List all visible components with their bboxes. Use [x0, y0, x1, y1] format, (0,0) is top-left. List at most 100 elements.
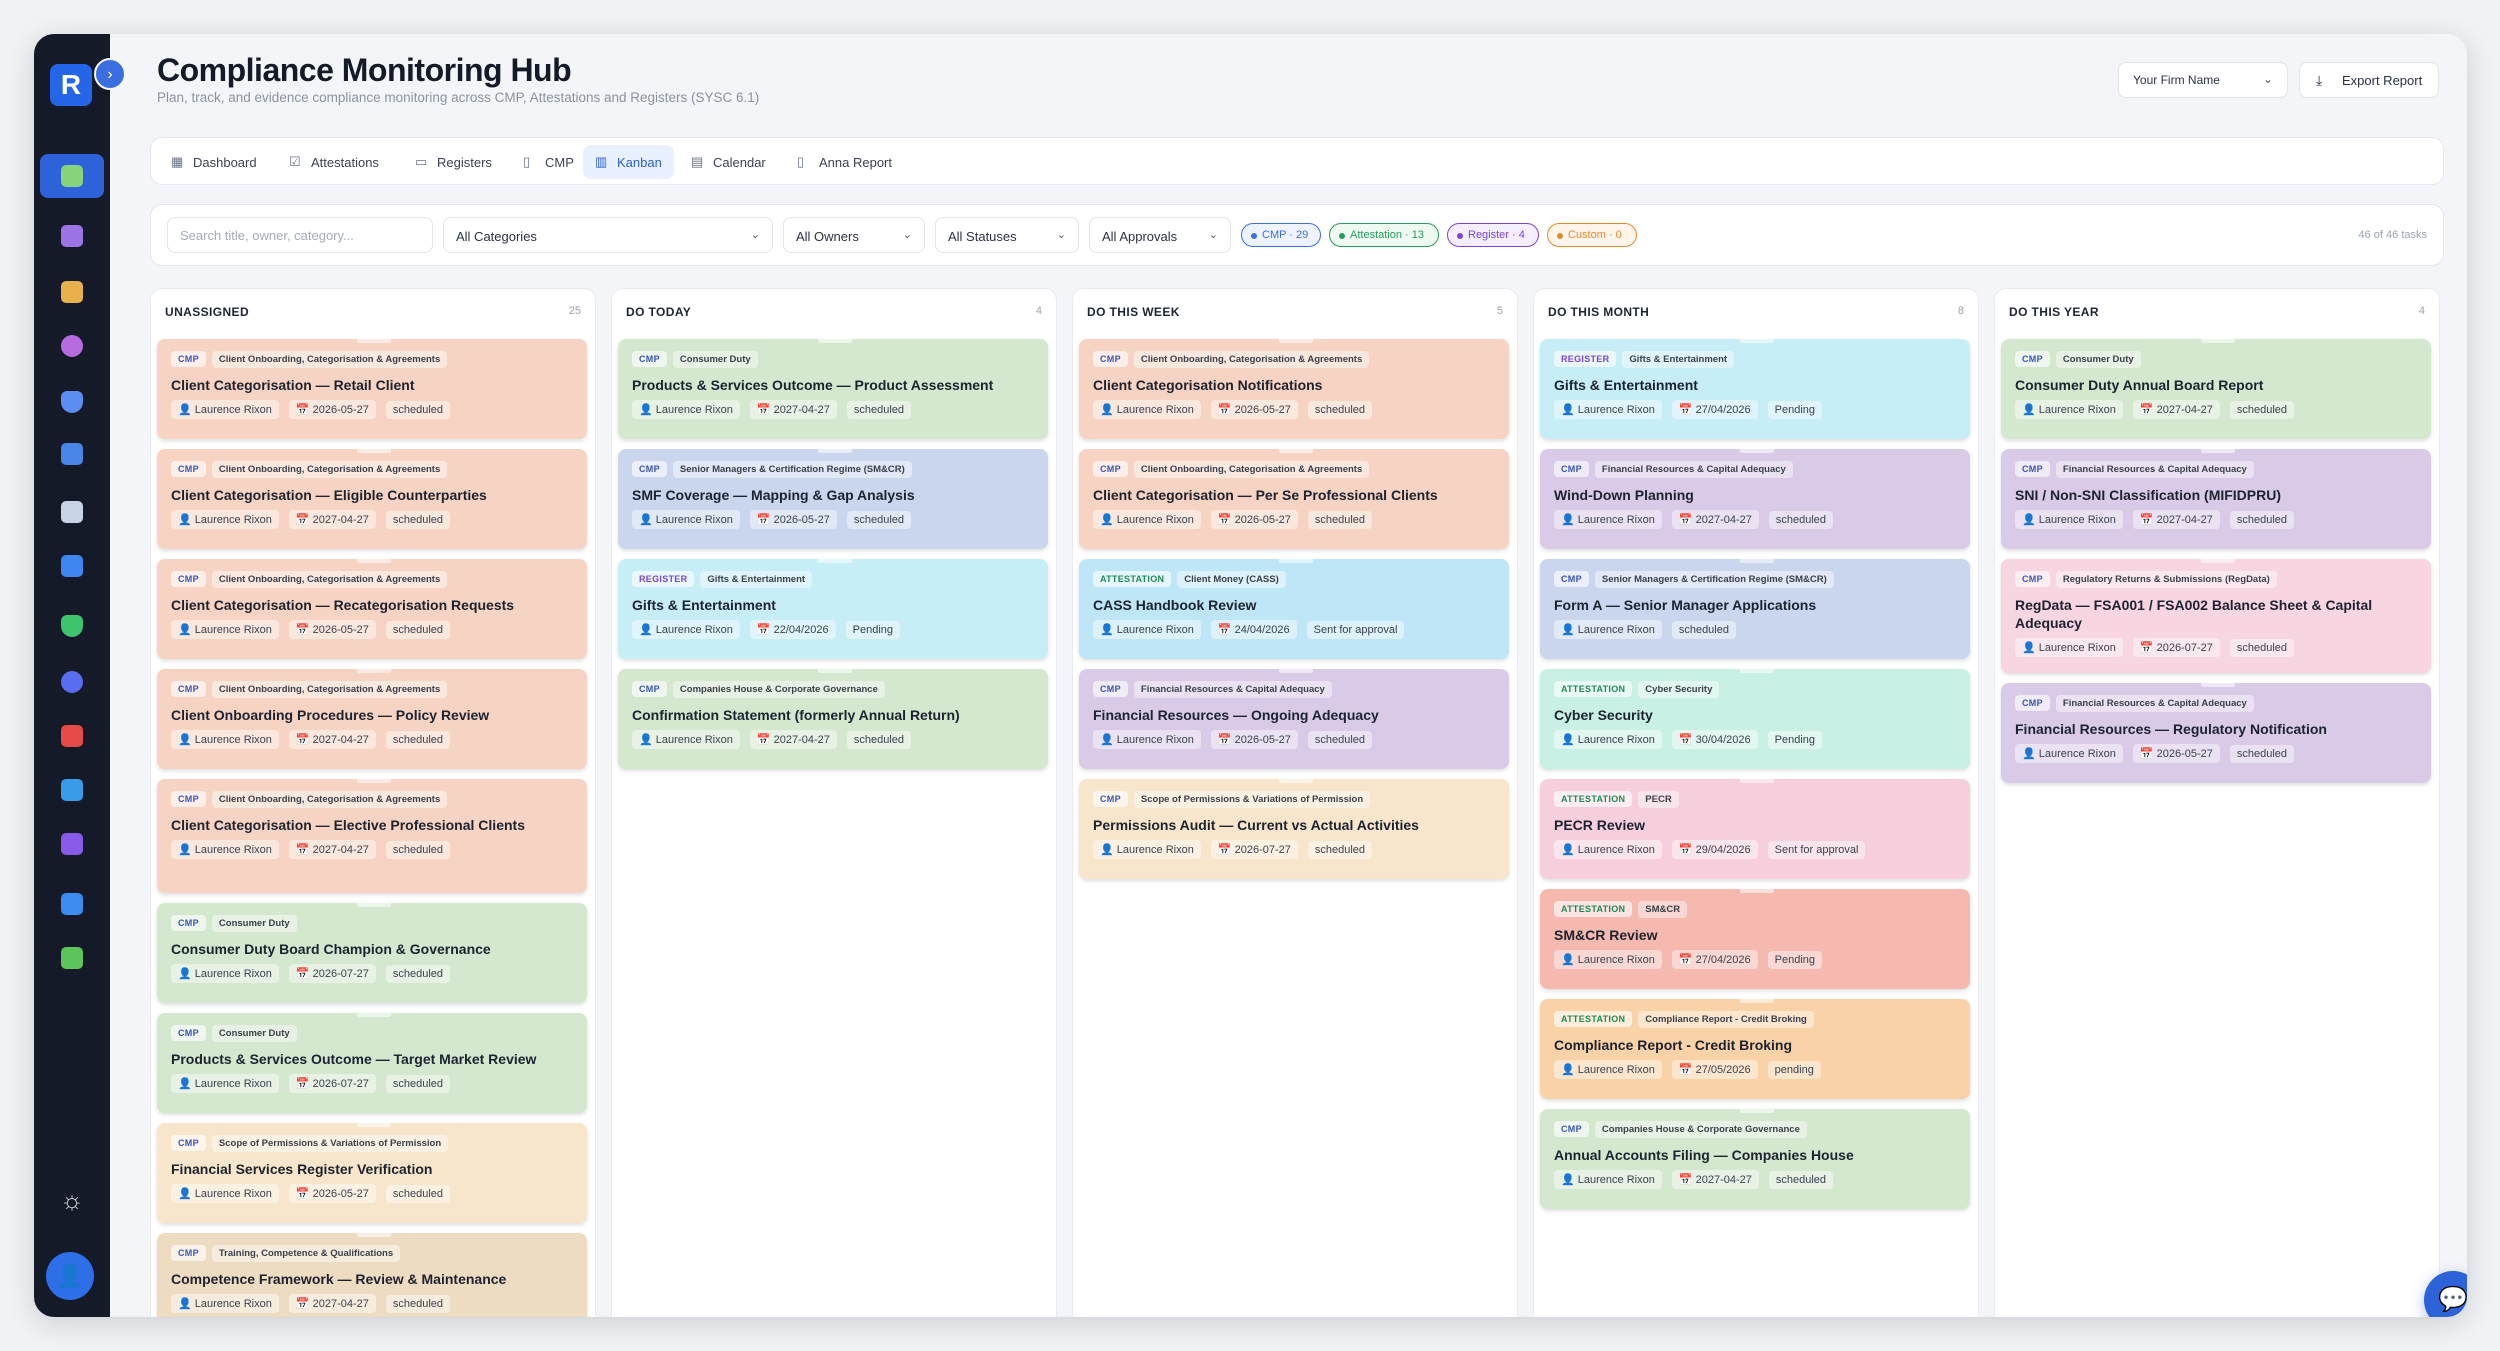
- sidebar-item-people[interactable]: [40, 324, 104, 368]
- task-card[interactable]: CMP Client Onboarding, Categorisation & A…: [1079, 336, 1509, 439]
- task-card[interactable]: CMP Consumer Duty Products & Services Outc…: [157, 1010, 587, 1113]
- export-report-button[interactable]: ⤓ Export Report: [2299, 62, 2439, 98]
- task-card[interactable]: CMP Client Onboarding, Categorisation & A…: [157, 776, 587, 893]
- sidebar-item-forms[interactable]: [40, 882, 104, 926]
- card-meta: 👤 Laurence Rixon 📅 2027-04-27 scheduled: [2015, 510, 2417, 529]
- type-tag: CMP: [171, 791, 206, 807]
- owner: 👤 Laurence Rixon: [2015, 638, 2123, 657]
- task-card[interactable]: CMP Regulatory Returns & Submissions (Reg…: [2001, 556, 2431, 673]
- sidebar-item-lock[interactable]: [40, 768, 104, 812]
- task-card[interactable]: CMP Financial Resources & Capital Adequac…: [2001, 446, 2431, 549]
- task-card[interactable]: CMP Client Onboarding, Categorisation & A…: [157, 556, 587, 659]
- tab-attestations[interactable]: ☑ Attestations: [277, 145, 391, 179]
- status-select[interactable]: All Statuses ⌄: [935, 217, 1079, 253]
- sidebar-collapse-button[interactable]: ›: [94, 58, 126, 90]
- task-card[interactable]: CMP Scope of Permissions & Variations of …: [157, 1120, 587, 1223]
- card-pin: [1279, 336, 1313, 343]
- status-badge: scheduled: [1768, 1170, 1834, 1189]
- type-tag: CMP: [2015, 571, 2050, 587]
- task-card[interactable]: CMP Senior Managers & Certification Regim…: [618, 446, 1048, 549]
- download-icon: ⤓: [2316, 72, 2323, 88]
- task-card[interactable]: ATTESTATION Cyber Security Cyber Security 👤…: [1540, 666, 1970, 769]
- card-meta: 👤 Laurence Rixon 📅 2026-05-27 scheduled: [171, 400, 573, 419]
- task-card[interactable]: CMP Client Onboarding, Categorisation & A…: [157, 336, 587, 439]
- task-card[interactable]: REGISTER Gifts & Entertainment Gifts & Ent…: [1540, 336, 1970, 439]
- sidebar-item-target[interactable]: [40, 660, 104, 704]
- task-card[interactable]: CMP Client Onboarding, Categorisation & A…: [1079, 446, 1509, 549]
- card-meta: 👤 Laurence Rixon 📅 2026-07-27 scheduled: [2015, 638, 2417, 657]
- filter-chip-attestation[interactable]: Attestation · 13: [1329, 223, 1439, 247]
- approval-select[interactable]: All Approvals ⌄: [1089, 217, 1231, 253]
- due-date: 📅 27/04/2026: [1671, 950, 1758, 969]
- owner-name: Laurence Rixon: [655, 734, 733, 746]
- sidebar-item-cards[interactable]: [40, 936, 104, 980]
- card-pin: [357, 446, 391, 453]
- sidebar-item-policies[interactable]: [40, 214, 104, 258]
- theme-toggle-icon[interactable]: ☼: [60, 1185, 84, 1215]
- type-tag: CMP: [1554, 1121, 1589, 1137]
- card-pin: [357, 776, 391, 783]
- sidebar-item-security[interactable]: [40, 604, 104, 648]
- task-card[interactable]: ATTESTATION Compliance Report - Credit Br…: [1540, 996, 1970, 1099]
- tab-registers[interactable]: ▭ Registers: [403, 145, 504, 179]
- sidebar-item-search[interactable]: [40, 714, 104, 758]
- sidebar-item-list[interactable]: [40, 822, 104, 866]
- due-date-value: 2026-05-27: [1234, 514, 1291, 526]
- tab-anna-report[interactable]: ▯ Anna Report: [785, 145, 904, 179]
- sidebar-item-shield[interactable]: [40, 380, 104, 424]
- card-meta: 👤 Laurence Rixon 📅 24/04/2026 Sent for app…: [1093, 620, 1495, 639]
- tab-kanban[interactable]: ▥ Kanban: [583, 145, 674, 179]
- filter-chip-register[interactable]: Register · 4: [1447, 223, 1539, 247]
- task-card[interactable]: CMP Scope of Permissions & Variations of …: [1079, 776, 1509, 879]
- task-card[interactable]: ATTESTATION SM&CR SM&CR Review 👤 Laurence R…: [1540, 886, 1970, 989]
- owner-select[interactable]: All Owners ⌄: [783, 217, 925, 253]
- card-title: Annual Accounts Filing — Companies House: [1554, 1147, 1854, 1163]
- task-card[interactable]: CMP Consumer Duty Consumer Duty Annual Boa…: [2001, 336, 2431, 439]
- sidebar-item-training[interactable]: [40, 544, 104, 588]
- task-card[interactable]: CMP Financial Resources & Capital Adequac…: [1079, 666, 1509, 769]
- category-tag: Senior Managers & Certification Regime (…: [1594, 571, 1834, 588]
- task-card[interactable]: CMP Companies House & Corporate Governanc…: [618, 666, 1048, 769]
- task-card[interactable]: CMP Training, Competence & Qualifications…: [157, 1230, 587, 1317]
- card-title: Gifts & Entertainment: [632, 597, 776, 613]
- task-card[interactable]: CMP Companies House & Corporate Governanc…: [1540, 1106, 1970, 1209]
- check-square-icon: ☑: [289, 154, 301, 169]
- card-meta: 👤 Laurence Rixon 📅 2027-04-27 scheduled: [171, 510, 573, 529]
- card-pin: [1740, 776, 1774, 783]
- status-select-value: All Statuses: [948, 229, 1017, 244]
- user-avatar[interactable]: 👤: [46, 1252, 94, 1300]
- shield-icon: [61, 391, 83, 413]
- task-card[interactable]: CMP Senior Managers & Certification Regim…: [1540, 556, 1970, 659]
- tab-calendar[interactable]: ▤ Calendar: [679, 145, 778, 179]
- task-card[interactable]: CMP Client Onboarding, Categorisation & A…: [157, 666, 587, 769]
- card-title: Competence Framework — Review & Maintena…: [171, 1271, 507, 1287]
- task-card[interactable]: CMP Financial Resources & Capital Adequac…: [1540, 446, 1970, 549]
- task-card[interactable]: ATTESTATION PECR PECR Review 👤 Laurence Rix…: [1540, 776, 1970, 879]
- sidebar-item-compliance[interactable]: [40, 154, 104, 198]
- calendar-icon: 📅: [756, 624, 774, 636]
- owner: 👤 Laurence Rixon: [1093, 510, 1201, 529]
- book-icon: ▭: [415, 154, 428, 169]
- owner-name: Laurence Rixon: [194, 1298, 272, 1310]
- filter-chip-cmp[interactable]: CMP · 29: [1241, 223, 1321, 247]
- owner: 👤 Laurence Rixon: [632, 620, 740, 639]
- search-input[interactable]: [167, 217, 433, 253]
- category-tag: Gifts & Entertainment: [1622, 351, 1735, 368]
- sidebar-item-reports[interactable]: [40, 432, 104, 476]
- task-card[interactable]: CMP Financial Resources & Capital Adequac…: [2001, 680, 2431, 783]
- task-card[interactable]: CMP Consumer Duty Consumer Duty Board Cham…: [157, 900, 587, 1003]
- filter-chip-custom[interactable]: Custom · 0: [1547, 223, 1637, 247]
- category-select[interactable]: All Categories ⌄: [443, 217, 773, 253]
- firm-select[interactable]: Your Firm Name ⌄: [2118, 62, 2288, 98]
- calendar-icon: 📅: [295, 734, 313, 746]
- task-card[interactable]: REGISTER Gifts & Entertainment Gifts & Ent…: [618, 556, 1048, 659]
- tab-cmp[interactable]: ▯ CMP: [511, 145, 586, 179]
- sidebar-item-firm[interactable]: [40, 270, 104, 314]
- owner-name: Laurence Rixon: [655, 514, 733, 526]
- task-card[interactable]: ATTESTATION Client Money (CASS) CASS Handb…: [1079, 556, 1509, 659]
- sidebar-item-news[interactable]: [40, 490, 104, 534]
- tab-dashboard[interactable]: ▦ Dashboard: [159, 145, 269, 179]
- owner-name: Laurence Rixon: [1577, 1064, 1655, 1076]
- task-card[interactable]: CMP Client Onboarding, Categorisation & A…: [157, 446, 587, 549]
- task-card[interactable]: CMP Consumer Duty Products & Services Outc…: [618, 336, 1048, 439]
